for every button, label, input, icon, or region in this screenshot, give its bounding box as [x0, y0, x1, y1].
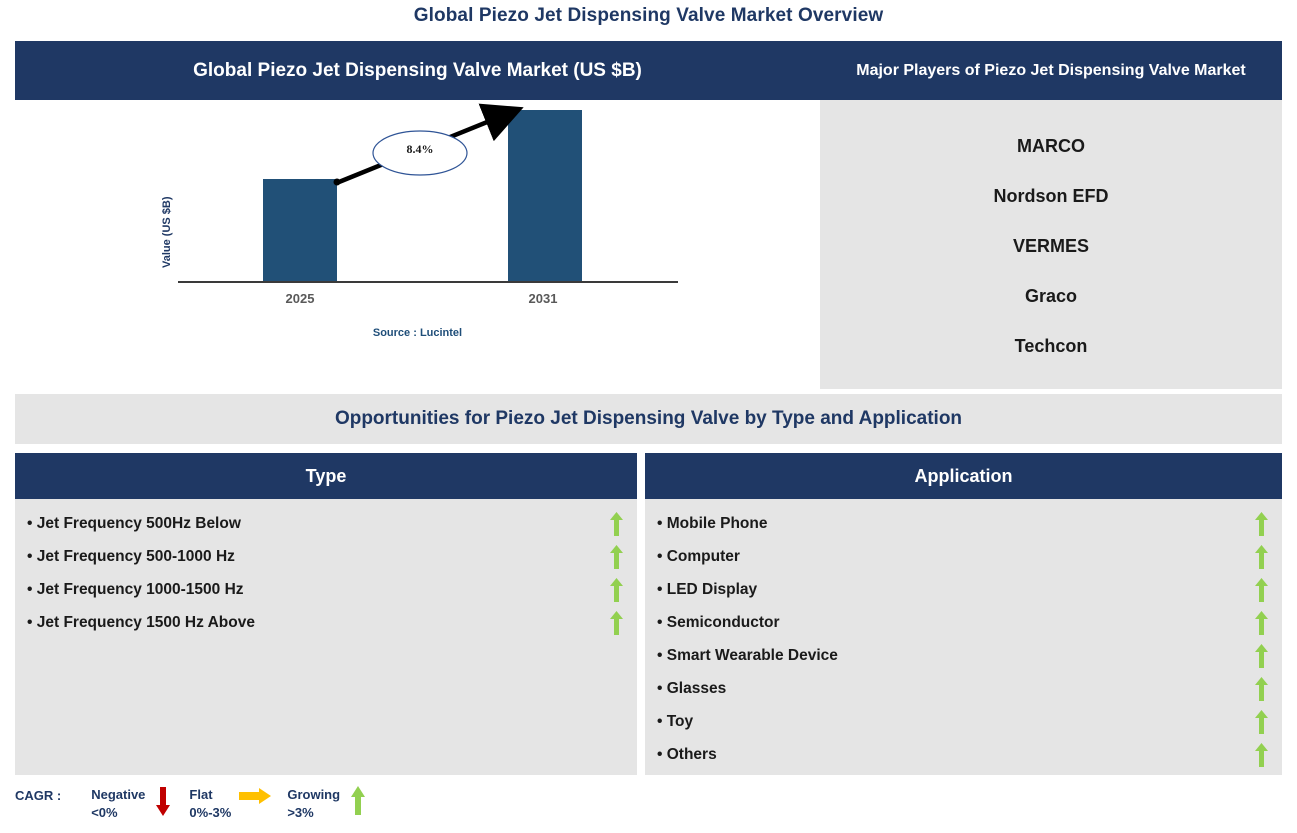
page-title: Global Piezo Jet Dispensing Valve Market… [413, 5, 884, 26]
legend-entry-text: Flat 0%-3% [189, 786, 231, 821]
legend-entry-text: Negative <0% [91, 786, 145, 821]
application-list: • Mobile Phone • Computer • LED Display … [645, 499, 1282, 775]
legend-entry-range: >3% [287, 804, 314, 820]
major-players-card: Major Players of Piezo Jet Dispensing Va… [820, 41, 1282, 389]
type-item-label: • Jet Frequency 1000-1500 Hz [27, 580, 244, 598]
list-item: • Toy [645, 705, 1282, 738]
arrow-up-green-icon [1255, 742, 1268, 767]
cagr-value-label: 8.4% [406, 142, 434, 156]
application-item-label: • Others [657, 745, 717, 763]
application-panel-header: Application [645, 453, 1282, 499]
list-item: • LED Display [645, 573, 1282, 606]
list-item: • Jet Frequency 500Hz Below [15, 507, 637, 540]
players-card-header: Major Players of Piezo Jet Dispensing Va… [820, 41, 1282, 100]
legend-entry-flat: Flat 0%-3% [189, 786, 281, 821]
application-item-label: • Semiconductor [657, 613, 780, 631]
cagr-arrow-icon [333, 103, 524, 186]
arrow-up-green-icon [1255, 544, 1268, 569]
market-chart-card: Global Piezo Jet Dispensing Valve Market… [15, 41, 820, 389]
arrow-up-green-icon [1255, 511, 1268, 536]
list-item: • Jet Frequency 1500 Hz Above [15, 606, 637, 639]
cagr-legend-title: CAGR : [15, 788, 62, 803]
legend-entry-range: <0% [91, 804, 118, 820]
type-item-label: • Jet Frequency 500-1000 Hz [27, 547, 235, 565]
list-item: • Jet Frequency 1000-1500 Hz [15, 573, 637, 606]
arrow-up-green-icon [351, 786, 366, 815]
arrow-up-green-icon [610, 610, 623, 635]
player-item: Graco [1024, 285, 1078, 306]
type-panel: Type • Jet Frequency 500Hz Below • Jet F… [15, 453, 637, 775]
player-item: MARCO [1017, 136, 1085, 157]
player-item: VERMES [1012, 235, 1090, 256]
arrow-up-green-icon [610, 577, 623, 602]
list-item: • Others [645, 738, 1282, 771]
legend-entry-name: Growing [287, 787, 341, 802]
cagr-legend: CAGR : Negative <0% Flat 0%-3% Growing >… [15, 786, 384, 821]
arrow-up-green-icon [1255, 610, 1268, 635]
application-item-label: • Glasses [657, 679, 727, 697]
legend-entry-name: Flat [189, 787, 213, 802]
type-panel-header: Type [15, 453, 637, 499]
arrow-up-green-icon [1255, 577, 1268, 602]
player-item: Techcon [1014, 335, 1088, 356]
legend-entry-range: 0%-3% [189, 804, 232, 820]
legend-entry-text: Growing >3% [287, 786, 340, 821]
list-item: • Semiconductor [645, 606, 1282, 639]
application-item-label: • Toy [657, 712, 694, 730]
opportunity-panels: Type • Jet Frequency 500Hz Below • Jet F… [15, 453, 1282, 775]
type-item-label: • Jet Frequency 500Hz Below [27, 514, 241, 532]
application-item-label: • Mobile Phone [657, 514, 768, 532]
legend-entry-negative: Negative <0% [91, 786, 183, 821]
application-item-label: • Smart Wearable Device [657, 646, 838, 664]
arrow-up-green-icon [610, 511, 623, 536]
x-tick-2025: 2025 [285, 291, 315, 306]
application-panel: Application • Mobile Phone • Computer • … [645, 453, 1282, 775]
players-list: MARCO Nordson EFD VERMES Graco Techcon [820, 100, 1282, 389]
top-row: Global Piezo Jet Dispensing Valve Market… [15, 41, 1282, 389]
legend-entry-growing: Growing >3% [287, 786, 378, 821]
arrow-up-green-icon [610, 544, 623, 569]
chart-source: Source : Lucintel [372, 327, 463, 339]
application-item-label: • LED Display [657, 580, 758, 598]
arrow-up-green-icon [1255, 643, 1268, 668]
list-item: • Computer [645, 540, 1282, 573]
arrow-up-green-icon [1255, 709, 1268, 734]
type-item-label: • Jet Frequency 1500 Hz Above [27, 613, 255, 631]
list-item: • Mobile Phone [645, 507, 1282, 540]
arrow-up-green-icon [1255, 676, 1268, 701]
arrow-down-red-icon [156, 787, 171, 816]
x-axis-line [178, 281, 678, 283]
opportunities-band: Opportunities for Piezo Jet Dispensing V… [15, 394, 1282, 444]
list-item: • Smart Wearable Device [645, 639, 1282, 672]
player-item: Nordson EFD [993, 186, 1109, 207]
application-item-label: • Computer [657, 547, 740, 565]
list-item: • Jet Frequency 500-1000 Hz [15, 540, 637, 573]
bar-2025 [263, 179, 337, 281]
x-tick-2031: 2031 [528, 291, 558, 306]
bar-chart: Value (US $B) 2025 2031 8.4% [15, 100, 820, 389]
chart-card-header: Global Piezo Jet Dispensing Valve Market… [15, 41, 820, 100]
arrow-right-yellow-icon [239, 788, 272, 804]
type-list: • Jet Frequency 500Hz Below • Jet Freque… [15, 499, 637, 775]
list-item: • Glasses [645, 672, 1282, 705]
legend-entry-name: Negative [91, 787, 146, 802]
